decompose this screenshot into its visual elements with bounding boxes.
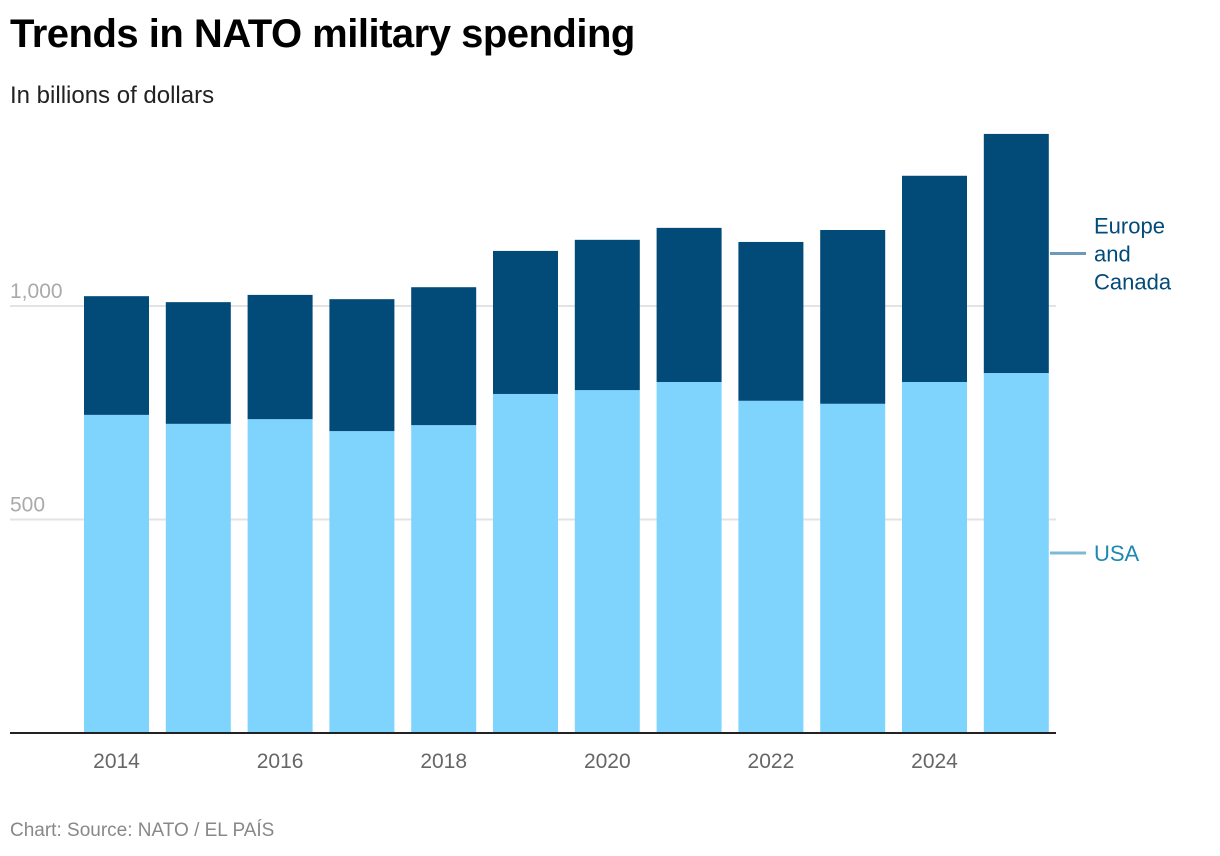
bar-europe-and-canada-2025 bbox=[983, 133, 1049, 374]
bar-europe-and-canada-2019 bbox=[493, 250, 558, 394]
bar-usa-2016 bbox=[247, 419, 313, 733]
legend-label-europe-canada: and bbox=[1094, 241, 1131, 266]
bar-usa-2018 bbox=[411, 425, 477, 733]
bar-europe-and-canada-2018 bbox=[411, 287, 477, 426]
chart-source: Chart: Source: NATO / EL PAÍS bbox=[10, 820, 275, 841]
x-tick-label: 2024 bbox=[911, 750, 958, 773]
bar-usa-2019 bbox=[493, 393, 558, 733]
bar-usa-2021 bbox=[656, 382, 722, 733]
legend-label-usa: USA bbox=[1094, 541, 1140, 566]
bar-usa-2022 bbox=[738, 400, 804, 733]
y-tick-label: 500 bbox=[10, 494, 45, 517]
x-tick-label: 2016 bbox=[257, 750, 304, 773]
x-tick-label: 2018 bbox=[420, 750, 467, 773]
bar-usa-2014 bbox=[84, 414, 149, 733]
legend-label-europe-canada: Canada bbox=[1094, 269, 1172, 294]
bar-europe-and-canada-2021 bbox=[656, 227, 722, 383]
bar-europe-and-canada-2015 bbox=[165, 302, 231, 424]
bar-europe-and-canada-2017 bbox=[329, 299, 395, 432]
chart-subtitle: In billions of dollars bbox=[10, 82, 215, 109]
x-tick-label: 2020 bbox=[584, 750, 631, 773]
x-tick-label: 2022 bbox=[748, 750, 795, 773]
bar-usa-2017 bbox=[329, 431, 395, 733]
bar-europe-and-canada-2023 bbox=[820, 229, 886, 404]
chart-title: Trends in NATO military spending bbox=[10, 12, 635, 56]
legend-label-europe-canada: Europe bbox=[1094, 213, 1165, 238]
bar-europe-and-canada-2022 bbox=[738, 241, 804, 401]
bar-europe-and-canada-2014 bbox=[84, 296, 149, 415]
x-tick-label: 2014 bbox=[93, 750, 140, 773]
bar-usa-2025 bbox=[983, 373, 1049, 733]
bar-europe-and-canada-2020 bbox=[574, 239, 640, 391]
bar-europe-and-canada-2016 bbox=[247, 294, 313, 420]
bar-usa-2015 bbox=[165, 423, 231, 733]
bar-usa-2020 bbox=[574, 390, 640, 733]
y-tick-label: 1,000 bbox=[10, 280, 63, 303]
bar-usa-2023 bbox=[820, 403, 886, 733]
bar-usa-2024 bbox=[902, 382, 967, 733]
bar-europe-and-canada-2024 bbox=[902, 175, 967, 383]
